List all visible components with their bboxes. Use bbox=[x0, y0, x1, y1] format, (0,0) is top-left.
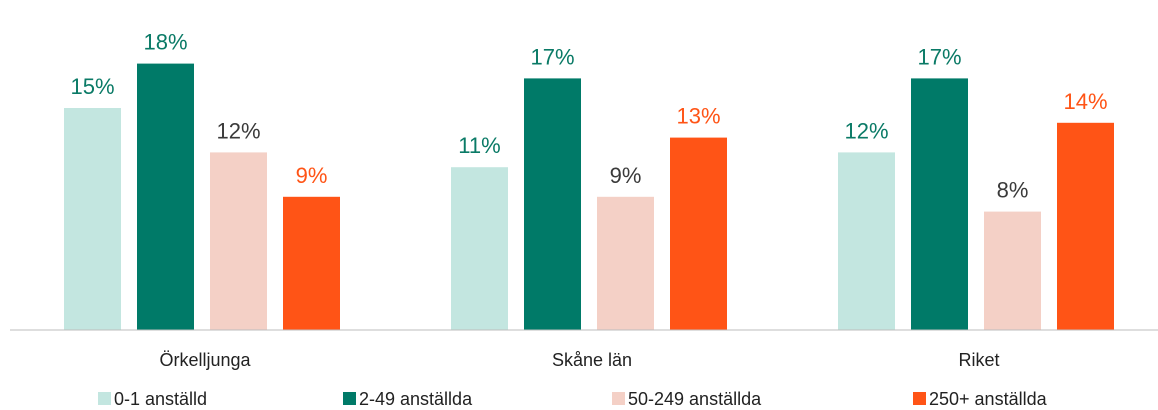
data-labels-group: 15% 18% 12% 9% 11% 17% 9% 13% 12% 17% 8% 14% bbox=[70, 30, 1107, 203]
legend-label-4: 250+ anställda bbox=[929, 389, 1048, 409]
legend-swatch-2 bbox=[343, 392, 356, 405]
data-label-riket-series-1: 12% bbox=[844, 118, 888, 143]
data-label-riket-series-2: 17% bbox=[917, 44, 961, 69]
category-labels-group: Örkelljunga Skåne län Riket bbox=[159, 350, 999, 370]
data-label-rkelljunga-series-2: 18% bbox=[143, 30, 187, 55]
data-label-sk-ne-l-n-series-2: 17% bbox=[530, 44, 574, 69]
legend-label-3: 50-249 anställda bbox=[628, 389, 762, 409]
bar-rkelljunga-series-1 bbox=[64, 108, 121, 330]
legend-label-2: 2-49 anställda bbox=[359, 389, 473, 409]
bar-sk-ne-l-n-series-3 bbox=[597, 196, 654, 330]
category-label-riket: Riket bbox=[958, 350, 999, 370]
data-label-rkelljunga-series-4: 9% bbox=[296, 163, 328, 188]
bar-rkelljunga-series-2 bbox=[137, 63, 194, 330]
bar-rkelljunga-series-3 bbox=[210, 152, 267, 330]
legend-swatch-4 bbox=[913, 392, 926, 405]
legend-swatch-3 bbox=[612, 392, 625, 405]
legend-item-2: 2-49 anställda bbox=[343, 389, 473, 409]
data-label-rkelljunga-series-1: 15% bbox=[70, 74, 114, 99]
legend-label-1: 0-1 anställd bbox=[114, 389, 207, 409]
bar-rkelljunga-series-4 bbox=[283, 196, 340, 330]
data-label-riket-series-3: 8% bbox=[997, 178, 1029, 203]
data-label-sk-ne-l-n-series-3: 9% bbox=[610, 163, 642, 188]
bar-riket-series-3 bbox=[984, 211, 1041, 330]
bar-riket-series-4 bbox=[1057, 122, 1114, 330]
data-label-sk-ne-l-n-series-4: 13% bbox=[676, 104, 720, 129]
bar-riket-series-1 bbox=[838, 152, 895, 330]
data-label-riket-series-4: 14% bbox=[1063, 89, 1107, 114]
category-label-sk-ne-l-n: Skåne län bbox=[552, 350, 632, 370]
bar-sk-ne-l-n-series-2 bbox=[524, 78, 581, 331]
bar-riket-series-2 bbox=[911, 78, 968, 331]
bar-sk-ne-l-n-series-4 bbox=[670, 137, 727, 330]
legend-item-4: 250+ anställda bbox=[913, 389, 1048, 409]
legend-item-3: 50-249 anställda bbox=[612, 389, 762, 409]
data-label-rkelljunga-series-3: 12% bbox=[216, 118, 260, 143]
legend-swatch-1 bbox=[98, 392, 111, 405]
data-label-sk-ne-l-n-series-1: 11% bbox=[458, 133, 500, 158]
legend-item-1: 0-1 anställd bbox=[98, 389, 207, 409]
category-label-rkelljunga: Örkelljunga bbox=[159, 350, 251, 370]
bar-sk-ne-l-n-series-1 bbox=[451, 167, 508, 330]
legend: 0-1 anställd 2-49 anställda 50-249 anställ… bbox=[98, 389, 1048, 409]
bars-group bbox=[64, 63, 1114, 331]
